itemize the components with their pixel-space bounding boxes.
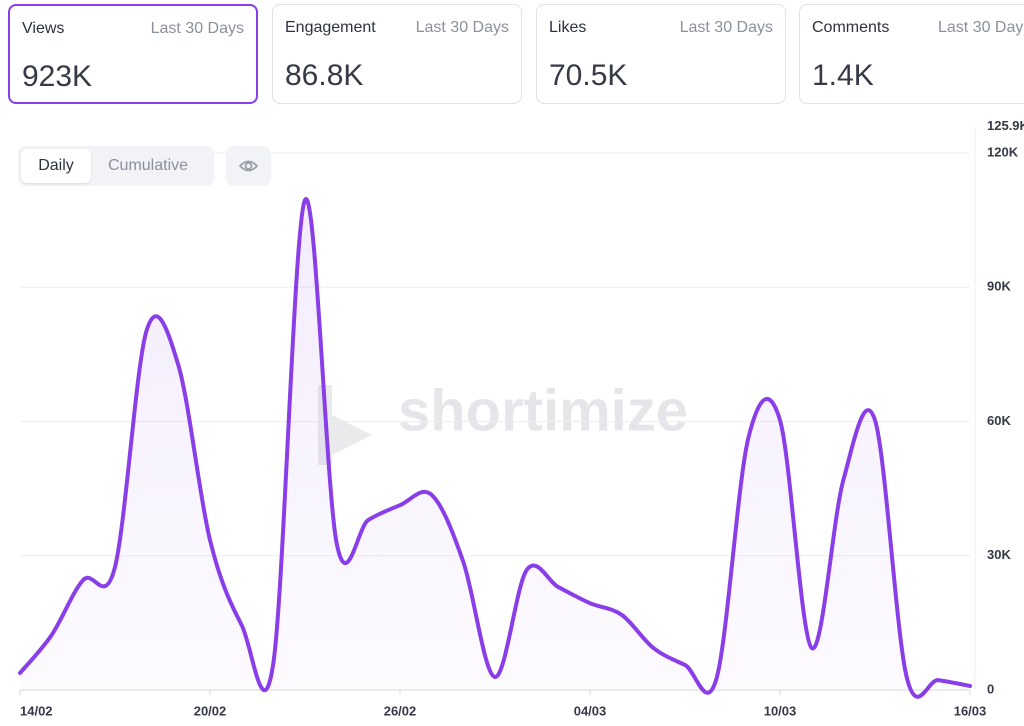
metric-card[interactable]: Likes Last 30 Days 70.5K <box>536 4 786 104</box>
x-tick-label: 20/02 <box>194 703 227 718</box>
card-period: Last 30 Days <box>679 19 773 36</box>
x-tick-label: 10/03 <box>764 703 797 718</box>
card-value: 86.8K <box>285 59 364 92</box>
visibility-button[interactable] <box>226 146 271 186</box>
eye-icon <box>238 160 259 172</box>
y-tick-label: 0 <box>987 681 994 696</box>
watermark-text: shortimize <box>398 378 688 443</box>
y-tick-label: 90K <box>987 279 1011 294</box>
card-value: 70.5K <box>549 59 628 92</box>
y-tick-label: 60K <box>987 413 1011 428</box>
card-period: Last 30 Days <box>415 19 509 36</box>
cumulative-button[interactable]: Cumulative <box>108 157 189 174</box>
card-period: Last 30 Days <box>938 19 1024 36</box>
y-tick-label: 120K <box>987 144 1019 159</box>
card-title: Likes <box>549 19 587 36</box>
x-tick-label: 04/03 <box>574 703 607 718</box>
card-title: Engagement <box>285 19 376 36</box>
metric-card[interactable]: Engagement Last 30 Days 86.8K <box>272 4 522 104</box>
card-value: 1.4K <box>812 59 874 92</box>
card-title: Comments <box>812 19 890 36</box>
metric-card[interactable]: Comments Last 30 Days 1.4K <box>799 4 1024 104</box>
area <box>20 199 970 697</box>
y-tick-label: 30K <box>987 547 1011 562</box>
daily-button[interactable]: Daily <box>21 149 91 183</box>
y-tick-label: 125.9K <box>987 118 1024 133</box>
card-period: Last 30 Days <box>150 20 244 37</box>
x-tick-label: 26/02 <box>384 703 417 718</box>
watermark: shortimize <box>318 378 688 465</box>
x-tick-label: 16/03 <box>954 703 987 718</box>
card-title: Views <box>22 20 65 37</box>
metric-card[interactable]: Views Last 30 Days 923K <box>8 4 258 104</box>
view-toggle: Daily Cumulative <box>18 146 214 186</box>
x-tick-label: 14/02 <box>20 703 53 718</box>
card-value: 923K <box>22 60 93 93</box>
line <box>18 197 972 699</box>
